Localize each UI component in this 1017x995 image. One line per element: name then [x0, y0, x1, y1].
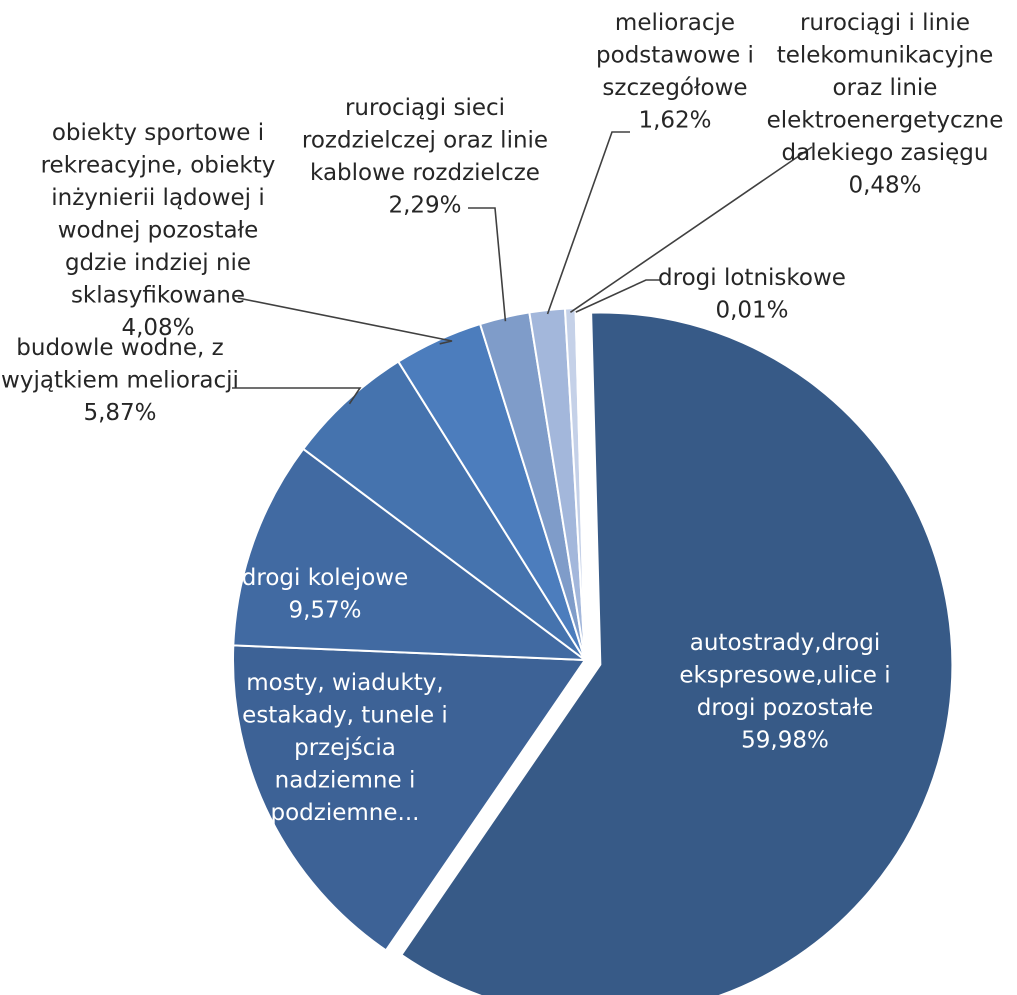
pie-slice-4: [301, 360, 586, 661]
leader-line-5: [237, 297, 453, 345]
leader-line-4: [232, 387, 362, 405]
slice-value-label-6: 2,29%: [388, 193, 461, 219]
slice-value-label-4: 5,87%: [83, 400, 156, 426]
slice-label-7: melioracje podstawowe i szczegółowe 1,62%: [596, 10, 754, 134]
slice-label-5: obiekty sportowe i rekreacyjne, obiekty in…: [41, 120, 276, 341]
slice-value-label-8: 0,48%: [848, 173, 921, 199]
slice-value-label-1: 59,98%: [741, 728, 829, 754]
leader-line-9: [575, 279, 660, 313]
slice-label-2: mosty, wiadukty, estakady, tunele i przejś…: [242, 670, 448, 826]
slice-label-9: drogi lotniskowe 0,01%: [658, 265, 846, 324]
pie-slice-2: [232, 644, 587, 952]
slice-label-4: budowle wodne, z wyjątkiem melioracji 5,87…: [1, 335, 239, 426]
slice-value-label-3: 9,57%: [288, 598, 361, 624]
leader-line-7: [546, 131, 630, 315]
leader-line-8: [569, 146, 813, 313]
slice-value-label-7: 1,62%: [638, 108, 711, 134]
slice-value-label-5: 4,08%: [121, 315, 194, 341]
slice-label-6: rurociągi sieci rozdzielczej oraz linie ka…: [302, 95, 548, 219]
slice-label-1: autostrady,drogi ekspresowe,ulice i drogi …: [679, 630, 890, 754]
pie-slice-1: [399, 311, 954, 995]
slice-label-8: rurociągi i linie telekomunikacyjne oraz l…: [767, 10, 1004, 199]
pie-slice-3: [232, 447, 589, 662]
leader-line-6: [468, 207, 507, 322]
slice-value-label-9: 0,01%: [715, 298, 788, 324]
slice-label-3: drogi kolejowe 9,57%: [242, 565, 408, 624]
